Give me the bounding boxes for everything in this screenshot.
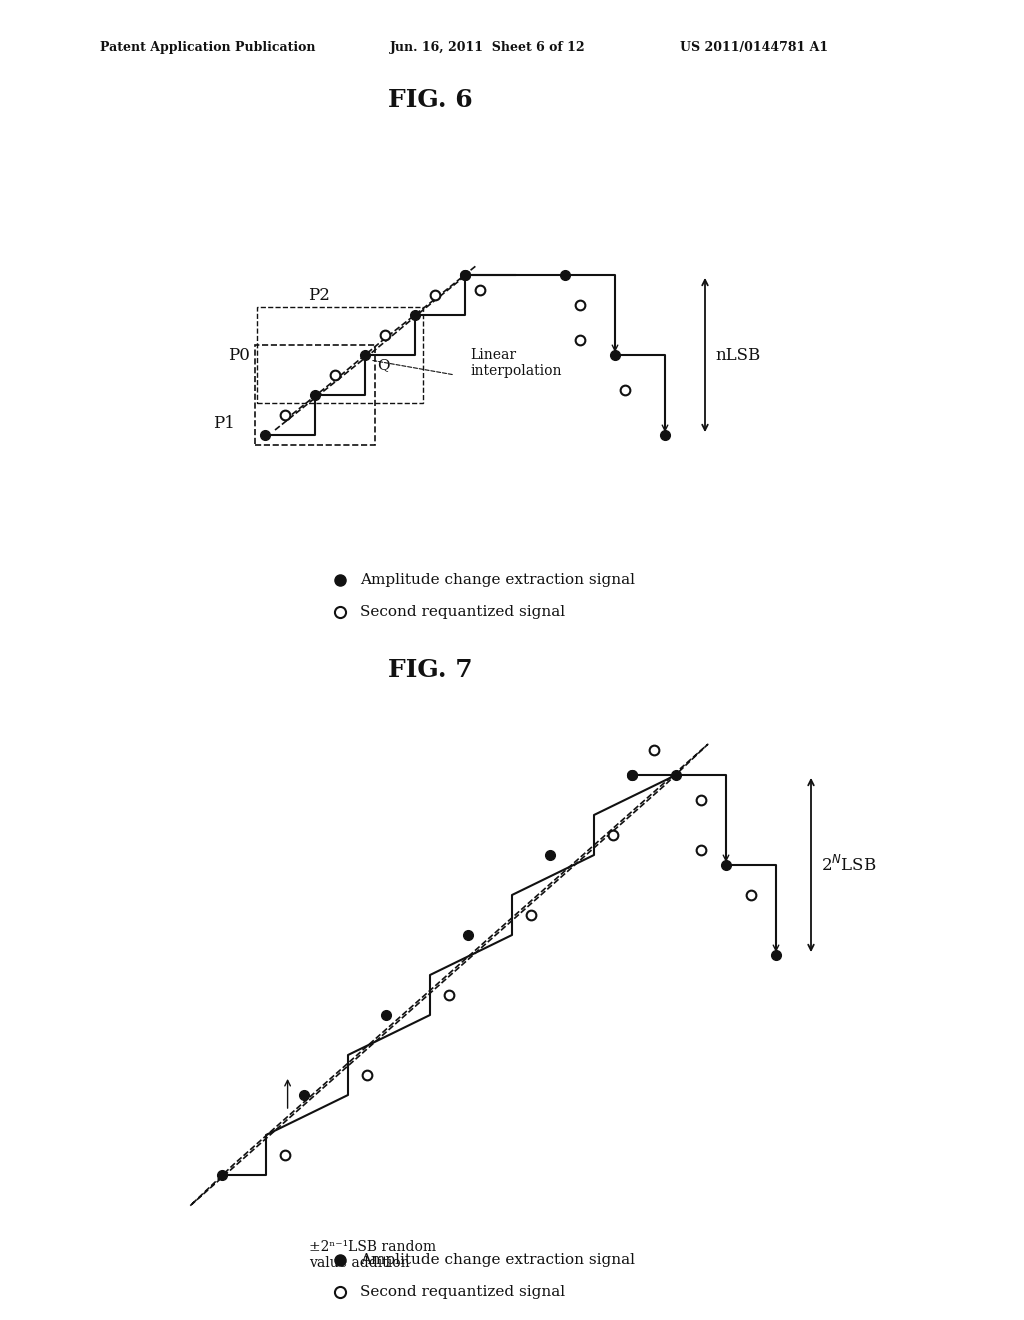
Text: Second requantized signal: Second requantized signal — [360, 1284, 565, 1299]
Text: Amplitude change extraction signal: Amplitude change extraction signal — [360, 573, 635, 587]
Text: Amplitude change extraction signal: Amplitude change extraction signal — [360, 1253, 635, 1267]
Text: ±2ⁿ⁻¹LSB random
value addition: ±2ⁿ⁻¹LSB random value addition — [309, 1239, 436, 1270]
Text: US 2011/0144781 A1: US 2011/0144781 A1 — [680, 41, 828, 54]
Text: Linear
interpolation: Linear interpolation — [470, 348, 561, 378]
Text: nLSB: nLSB — [715, 346, 760, 363]
Text: P2: P2 — [308, 286, 330, 304]
Text: Patent Application Publication: Patent Application Publication — [100, 41, 315, 54]
Text: P0: P0 — [228, 346, 250, 363]
Text: Q: Q — [377, 358, 389, 372]
Text: Jun. 16, 2011  Sheet 6 of 12: Jun. 16, 2011 Sheet 6 of 12 — [390, 41, 586, 54]
Text: 2$^N$LSB: 2$^N$LSB — [821, 855, 877, 875]
Text: FIG. 7: FIG. 7 — [388, 657, 472, 682]
Text: FIG. 6: FIG. 6 — [388, 88, 472, 112]
Text: Second requantized signal: Second requantized signal — [360, 605, 565, 619]
Text: P1: P1 — [213, 414, 234, 432]
